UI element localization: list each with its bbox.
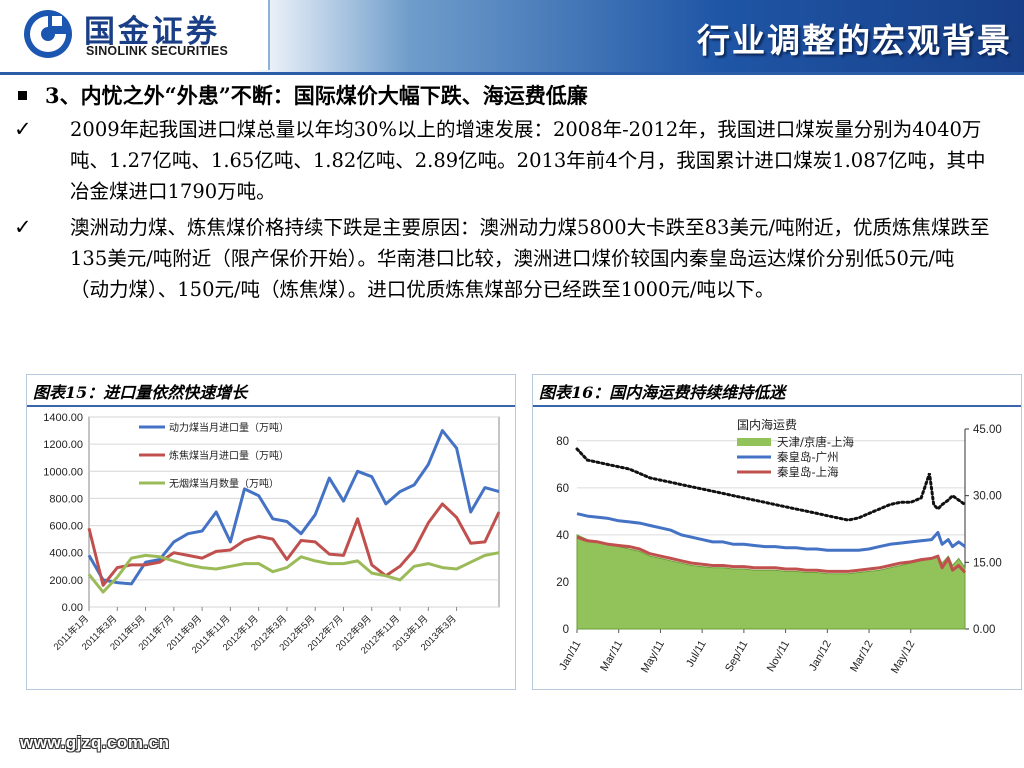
y-tick-label: 1000.00 — [43, 466, 83, 478]
paragraph-text-1: 2009年起我国进口煤总量以年均30%以上的增速发展：2008年-2012年，我… — [70, 118, 986, 203]
series-line-2 — [576, 512, 966, 552]
y-left-tick-label: 40 — [556, 530, 569, 542]
x-tick-label: Jan/11 — [557, 639, 584, 673]
y-right-tick-label: 30.00 — [973, 491, 1002, 503]
chart-import-volume: 图表15：进口量依然快速增长 0.00 200.00 400.00 600.00 800… — [26, 374, 516, 690]
legend-title: 国内海运费 — [737, 417, 797, 432]
y-left-tick-label: 20 — [556, 577, 569, 589]
logo-english-name: SINOLINK SECURITIES — [86, 44, 229, 58]
x-tick-label: Jul/11 — [684, 639, 709, 670]
x-tick-label: May/12 — [889, 639, 917, 676]
section-heading-text: 3、内忧之外“外患”不断：国际煤价大幅下跌、海运费低廉 — [45, 83, 588, 108]
x-tick-label: Jan/12 — [807, 639, 834, 674]
y-tick-label: 600.00 — [49, 521, 83, 533]
series-line-1 — [87, 429, 500, 586]
bullet-paragraph-2: ✓ 澳洲动力煤、炼焦煤价格持续下跌是主要原因：澳洲动力煤5800大卡跌至83美元… — [14, 212, 992, 305]
y-left-tick-label: 60 — [556, 483, 569, 495]
y-tick-label: 0.00 — [62, 602, 83, 614]
y-right-tick-label: 45.00 — [973, 424, 1002, 436]
y-tick-label: 800.00 — [49, 493, 83, 505]
x-tick-label: Mar/12 — [848, 639, 876, 675]
series-line-3 — [576, 535, 967, 574]
logo-chinese-name: 国金证券 — [84, 14, 220, 50]
x-tick-label: Sep/11 — [723, 639, 750, 674]
chart-plot-area: 0.00 200.00 400.00 600.00 800.00 1000.00 1200.… — [43, 412, 501, 656]
slide-title: 行业调整的宏观背景 — [697, 21, 1012, 60]
legend-label: 炼焦煤当月进口量（万吨） — [169, 449, 289, 462]
plot-frame — [88, 416, 500, 608]
paragraph-text-2: 澳洲动力煤、炼焦煤价格持续下跌是主要原因：澳洲动力煤5800大卡跌至83美元/吨… — [70, 216, 990, 301]
chart-caption: 图表16：国内海运费持续维持低迷 — [539, 383, 786, 402]
series-line-3 — [87, 551, 500, 594]
series-dotted-line — [575, 447, 967, 522]
y-tick-label: 200.00 — [49, 575, 83, 587]
y-tick-label: 400.00 — [49, 548, 83, 560]
x-tick-label: Mar/11 — [598, 639, 625, 674]
checkmark-icon: ✓ — [14, 215, 32, 239]
y-tick-label: 1200.00 — [43, 439, 83, 451]
footer-website-link[interactable]: www.gjzq.com.cn — [20, 733, 170, 752]
legend-label: 无烟煤当月数量（万吨） — [169, 477, 279, 490]
legend-label: 秦皇岛-广州 — [777, 450, 839, 464]
legend-swatch — [737, 438, 771, 446]
y-tick-label: 1400.00 — [43, 412, 83, 424]
y-right-tick-label: 0.00 — [973, 624, 995, 636]
caption-rule — [27, 405, 515, 407]
y-right-tick-label: 15.00 — [973, 557, 1002, 569]
series-line-2 — [87, 502, 501, 587]
chart-caption: 图表15：进口量依然快速增长 — [33, 383, 248, 402]
checkmark-icon: ✓ — [14, 117, 32, 141]
x-tick-label: Nov/11 — [765, 639, 792, 674]
company-logo: 国金证券 SINOLINK SECURITIES — [0, 0, 270, 70]
slide-header: 国金证券 SINOLINK SECURITIES 行业调整的宏观背景 — [0, 0, 1024, 72]
bullet-paragraph-1: ✓ 2009年起我国进口煤总量以年均30%以上的增速发展：2008年-2012年… — [14, 114, 992, 207]
legend-label: 秦皇岛-上海 — [777, 465, 839, 479]
legend-label: 动力煤当月进口量（万吨） — [169, 421, 289, 434]
x-tick-label: May/11 — [639, 639, 667, 676]
square-bullet-icon — [18, 91, 27, 100]
caption-rule — [533, 405, 1021, 407]
section-heading: 3、内忧之外“外患”不断：国际煤价大幅下跌、海运费低廉 — [16, 80, 588, 110]
chart-plot-area: 0 20 40 60 80 0.00 15.00 30.00 45.00 Jan/11 Mar/11… — [556, 417, 1002, 676]
chart-freight-rates: 图表16：国内海运费持续维持低迷 0 20 40 60 80 0.00 15.00 30.00… — [532, 374, 1022, 690]
y-left-tick-label: 0 — [563, 624, 569, 636]
legend-label: 天津/京唐-上海 — [777, 435, 855, 449]
y-left-tick-label: 80 — [556, 436, 569, 448]
sinolink-logo-icon — [24, 10, 72, 58]
header-divider — [0, 72, 1024, 75]
